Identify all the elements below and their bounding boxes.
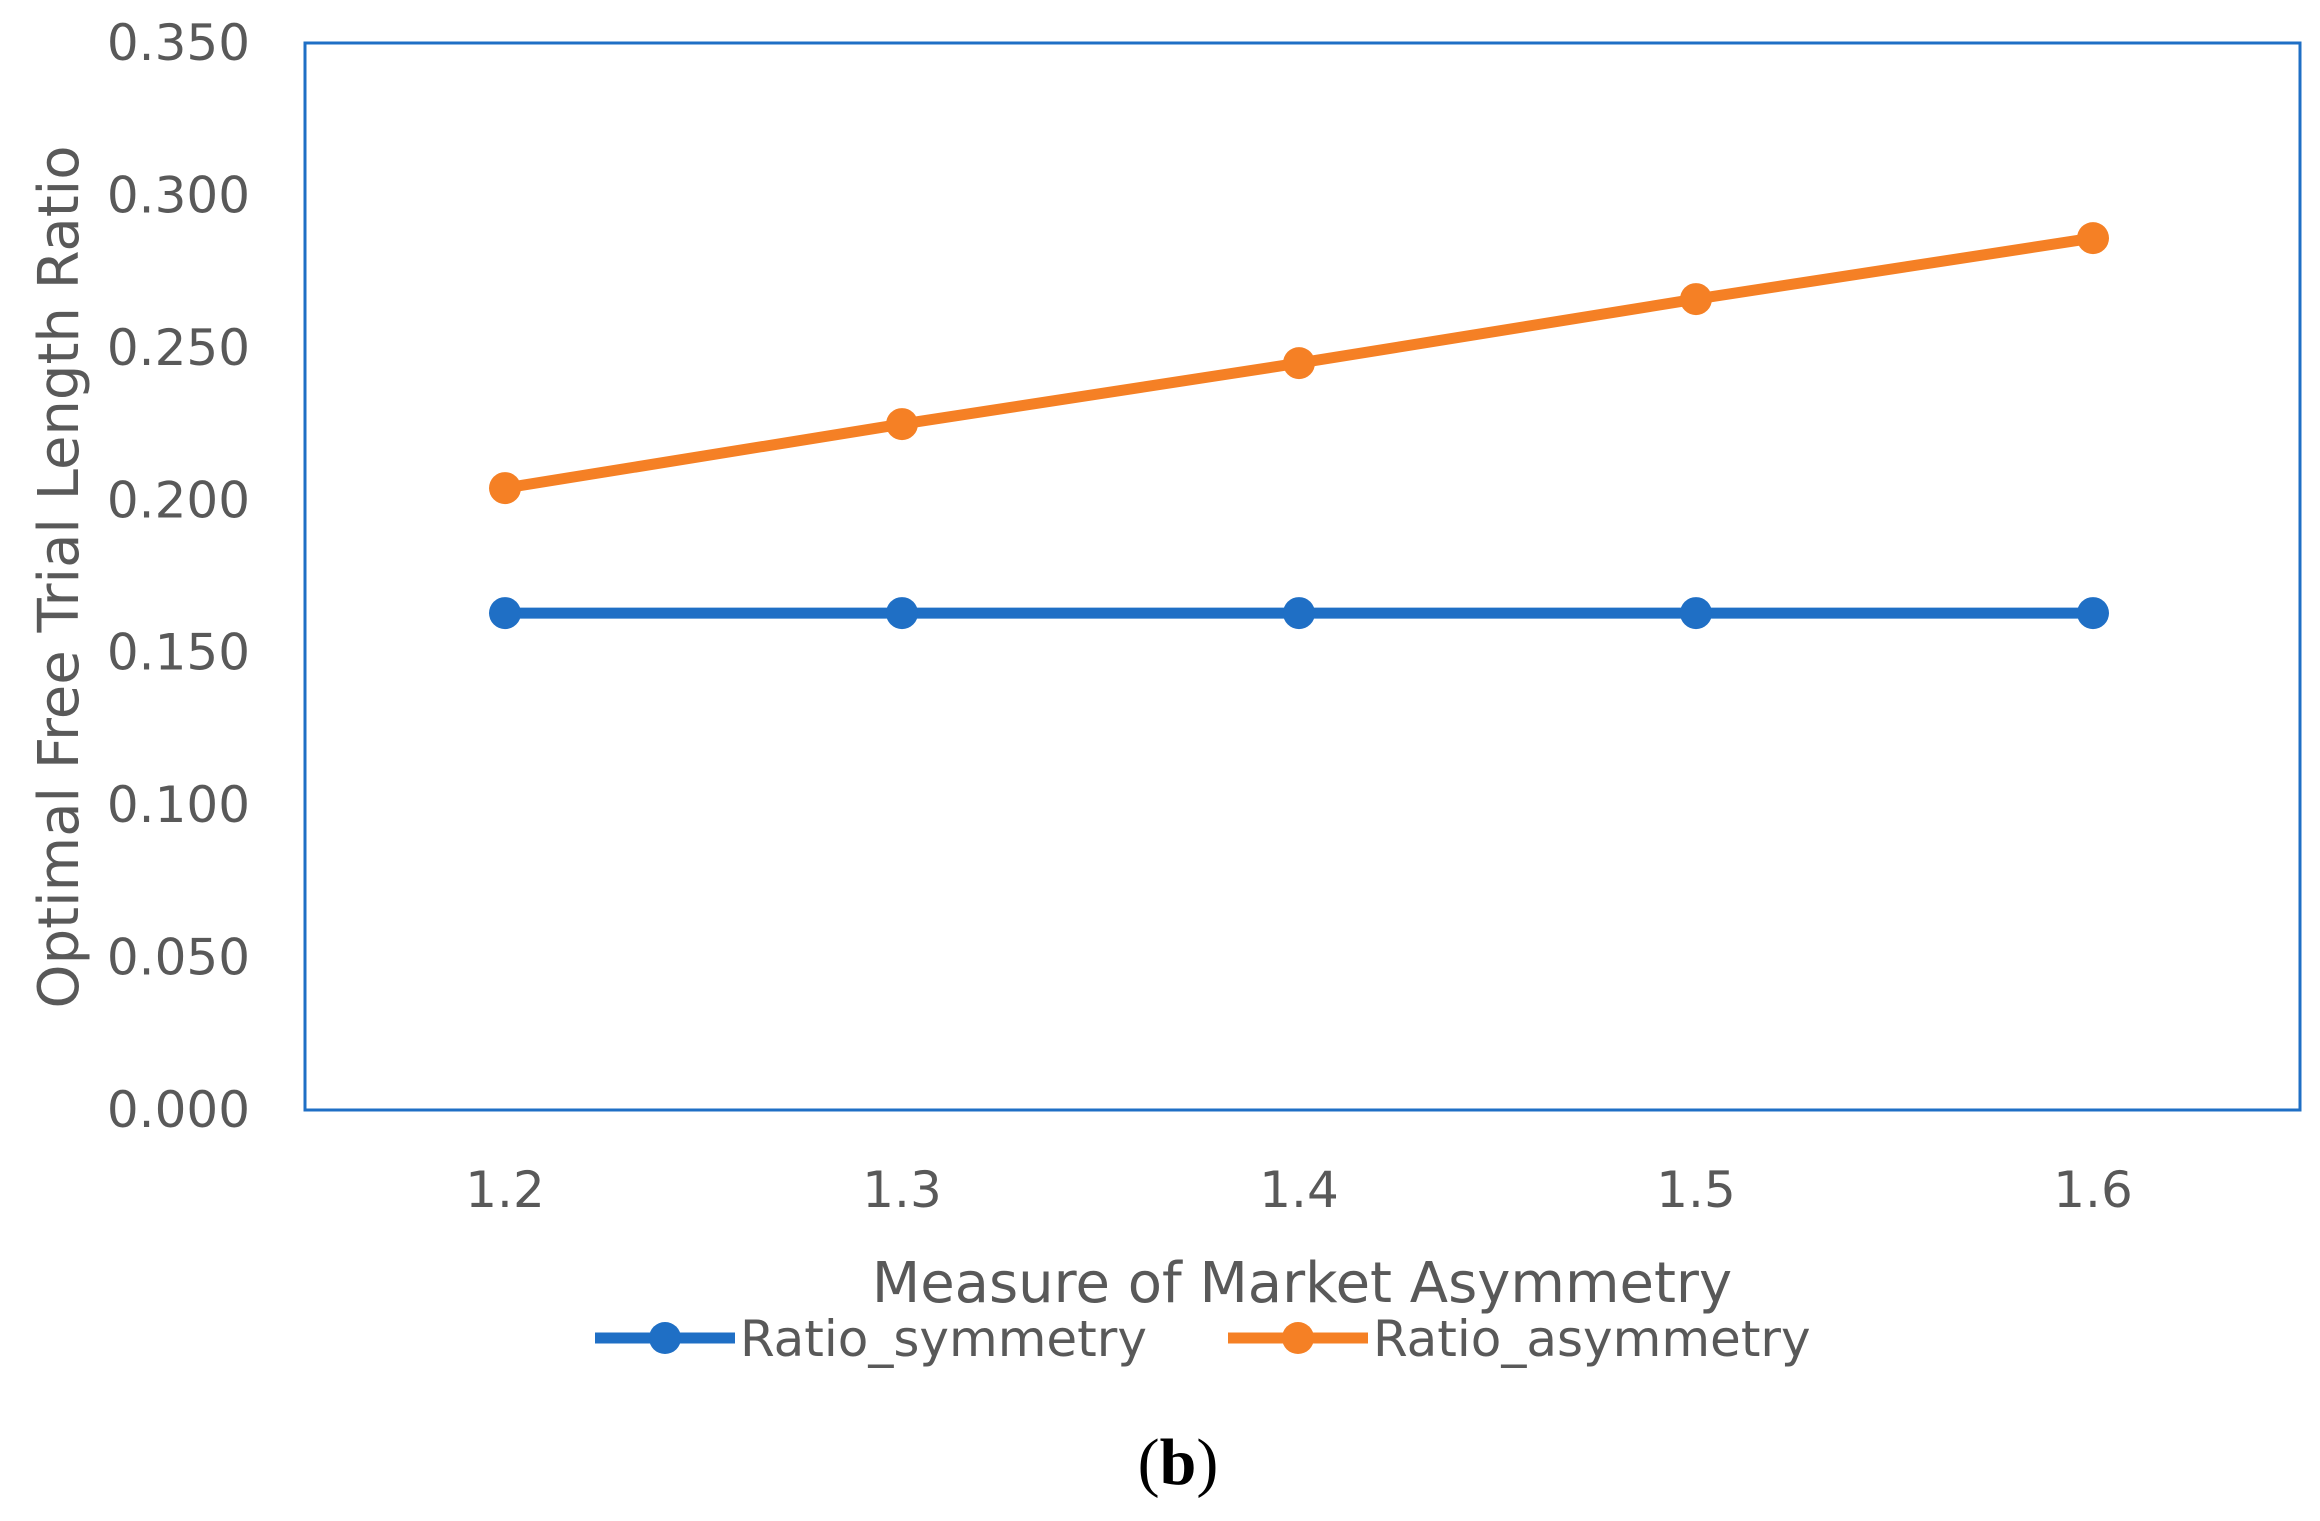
y-tick-label: 0.300 bbox=[107, 166, 250, 224]
data-point bbox=[1283, 347, 1315, 380]
y-tick-label: 0.050 bbox=[107, 929, 250, 987]
legend-marker bbox=[649, 1322, 681, 1354]
data-point bbox=[2077, 222, 2109, 255]
legend-label: Ratio_asymmetry bbox=[1373, 1310, 1811, 1368]
data-point bbox=[2077, 597, 2109, 630]
x-axis-title: Measure of Market Asymmetry bbox=[872, 1251, 1732, 1316]
data-point bbox=[1680, 283, 1712, 316]
series-layer bbox=[489, 222, 2109, 630]
y-axis-ticks: 0.000 0.050 0.100 0.150 0.200 0.250 0.300 0.350 bbox=[107, 14, 250, 1139]
x-axis-ticks: 1.2 1.3 1.4 1.5 1.6 bbox=[465, 1161, 2133, 1219]
panel-label: (b) bbox=[1138, 1426, 1219, 1499]
y-tick-label: 0.000 bbox=[107, 1081, 250, 1139]
y-tick-label: 0.250 bbox=[107, 319, 250, 377]
x-tick-label: 1.6 bbox=[2053, 1161, 2133, 1219]
data-point bbox=[489, 472, 521, 505]
y-tick-label: 0.150 bbox=[107, 624, 250, 682]
legend-item: Ratio_symmetry bbox=[595, 1310, 1147, 1368]
x-tick-label: 1.5 bbox=[1656, 1161, 1736, 1219]
series-Ratio_symmetry bbox=[489, 597, 2109, 630]
data-point bbox=[886, 408, 918, 441]
y-axis-title: Optimal Free Trial Length Ratio bbox=[27, 146, 92, 1009]
plot-frame bbox=[303, 41, 2302, 1112]
y-tick-label: 0.350 bbox=[107, 14, 250, 72]
y-tick-label: 0.200 bbox=[107, 471, 250, 529]
data-point bbox=[1283, 597, 1315, 630]
legend-item: Ratio_asymmetry bbox=[1228, 1310, 1811, 1368]
data-point bbox=[489, 597, 521, 630]
x-tick-label: 1.3 bbox=[862, 1161, 942, 1219]
y-tick-label: 0.100 bbox=[107, 776, 250, 834]
series-Ratio_asymmetry bbox=[489, 222, 2109, 505]
legend: Ratio_symmetry Ratio_asymmetry bbox=[595, 1310, 1811, 1368]
x-tick-label: 1.4 bbox=[1259, 1161, 1339, 1219]
legend-marker bbox=[1282, 1322, 1314, 1354]
data-point bbox=[886, 597, 918, 630]
x-tick-label: 1.2 bbox=[465, 1161, 545, 1219]
data-point bbox=[1680, 597, 1712, 630]
legend-label: Ratio_symmetry bbox=[740, 1310, 1147, 1368]
